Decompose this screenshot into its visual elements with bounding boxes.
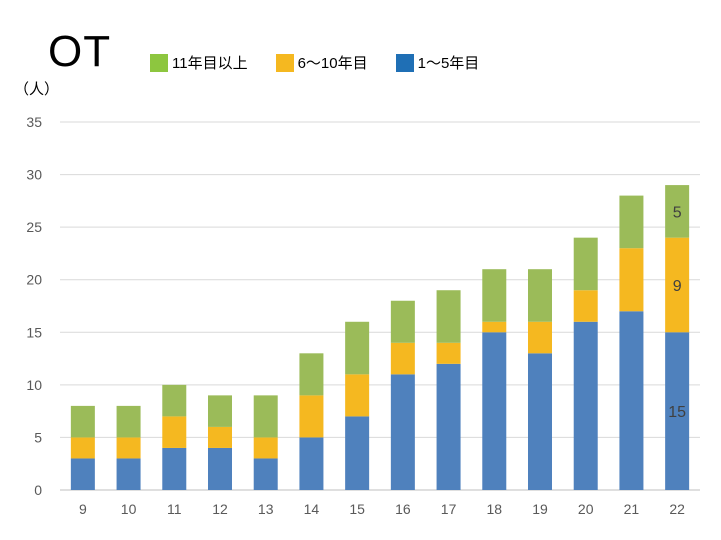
x-tick-label: 17 bbox=[441, 501, 457, 517]
bar-segment bbox=[482, 321, 507, 333]
bar-segment bbox=[70, 437, 95, 459]
bar-segment bbox=[390, 342, 415, 375]
x-tick-label: 22 bbox=[669, 501, 685, 517]
bar-segment bbox=[208, 426, 232, 448]
bar-segment bbox=[573, 290, 598, 322]
legend-item-1-5: 1～5年目 bbox=[395, 52, 480, 73]
bar-segment bbox=[482, 269, 507, 322]
bar-segment bbox=[436, 342, 461, 364]
bar-segment bbox=[573, 321, 598, 490]
x-tick-label: 19 bbox=[532, 501, 548, 517]
x-tick-label: 9 bbox=[79, 501, 87, 517]
y-tick-label: 5 bbox=[34, 429, 42, 445]
legend-swatch-blue bbox=[395, 53, 414, 72]
y-tick-label: 10 bbox=[26, 377, 42, 393]
data-label: 9 bbox=[673, 278, 682, 295]
chart-title: OT bbox=[48, 27, 112, 76]
legend-item-6-10: 6～10年目 bbox=[275, 52, 368, 73]
legend-label: 11年目以上 bbox=[172, 55, 248, 72]
data-label: 15 bbox=[668, 404, 686, 421]
bar-segment bbox=[482, 332, 507, 490]
legend-label: 1～5年目 bbox=[417, 55, 480, 72]
bar-segment bbox=[665, 185, 690, 238]
bar-segment bbox=[116, 405, 141, 438]
bar-segment bbox=[345, 321, 370, 375]
bar-segment bbox=[116, 458, 141, 490]
y-tick-label: 15 bbox=[26, 324, 42, 340]
x-tick-label: 11 bbox=[167, 501, 182, 517]
bar-segment bbox=[162, 384, 187, 417]
bar-segment bbox=[528, 321, 552, 354]
bar-segment bbox=[208, 395, 232, 427]
x-tick-label: 20 bbox=[578, 501, 594, 517]
legend-swatch-green bbox=[150, 53, 168, 72]
x-tick-label: 18 bbox=[486, 501, 502, 517]
bar-segment bbox=[436, 363, 461, 490]
x-tick-label: 16 bbox=[395, 501, 411, 517]
y-tick-label: 25 bbox=[26, 219, 42, 235]
bar-segment bbox=[70, 458, 95, 490]
y-axis-unit-label: （人） bbox=[14, 81, 60, 98]
bar-segment bbox=[345, 416, 370, 490]
legend-item-11-plus: 11年目以上 bbox=[150, 52, 248, 73]
legend-swatch-yellow bbox=[275, 53, 294, 72]
bar-segment bbox=[70, 405, 95, 438]
bar-segment bbox=[619, 195, 644, 249]
x-tick-label: 12 bbox=[212, 501, 228, 517]
x-tick-label: 10 bbox=[121, 501, 137, 517]
bar-segment bbox=[573, 237, 598, 291]
bar-segment bbox=[253, 437, 278, 459]
y-tick-label: 35 bbox=[26, 114, 42, 130]
legend-label: 6～10年目 bbox=[297, 55, 368, 72]
bar-segment bbox=[665, 332, 690, 490]
x-tick-label: 21 bbox=[624, 501, 640, 517]
bar-segment bbox=[528, 269, 552, 322]
bar-segment bbox=[299, 353, 324, 396]
bar-segment bbox=[253, 395, 278, 438]
x-tick-label: 13 bbox=[258, 501, 274, 517]
y-tick-label: 30 bbox=[26, 167, 42, 183]
bar-segment bbox=[528, 353, 552, 490]
bar-segment bbox=[116, 437, 141, 459]
bar-segment bbox=[253, 458, 278, 490]
data-label: 5 bbox=[673, 204, 682, 221]
y-tick-label: 0 bbox=[34, 482, 42, 498]
x-tick-label: 14 bbox=[304, 501, 320, 517]
x-tick-label: 15 bbox=[349, 501, 365, 517]
bar-segment bbox=[162, 447, 187, 490]
bar-segment bbox=[436, 290, 461, 343]
bar-segment bbox=[208, 447, 232, 490]
bar-segment bbox=[619, 248, 644, 312]
chart-legend: 11年目以上 6～10年目 1～5年目 bbox=[150, 52, 507, 73]
bar-segment bbox=[619, 311, 644, 490]
y-tick-label: 20 bbox=[26, 272, 42, 288]
bar-segment bbox=[665, 237, 690, 333]
bar-segment bbox=[390, 300, 415, 343]
bar-segment bbox=[162, 416, 187, 448]
bar-segment bbox=[390, 374, 415, 490]
bar-segment bbox=[299, 437, 324, 490]
bar-segment bbox=[299, 395, 324, 438]
bar-segment bbox=[345, 374, 370, 417]
